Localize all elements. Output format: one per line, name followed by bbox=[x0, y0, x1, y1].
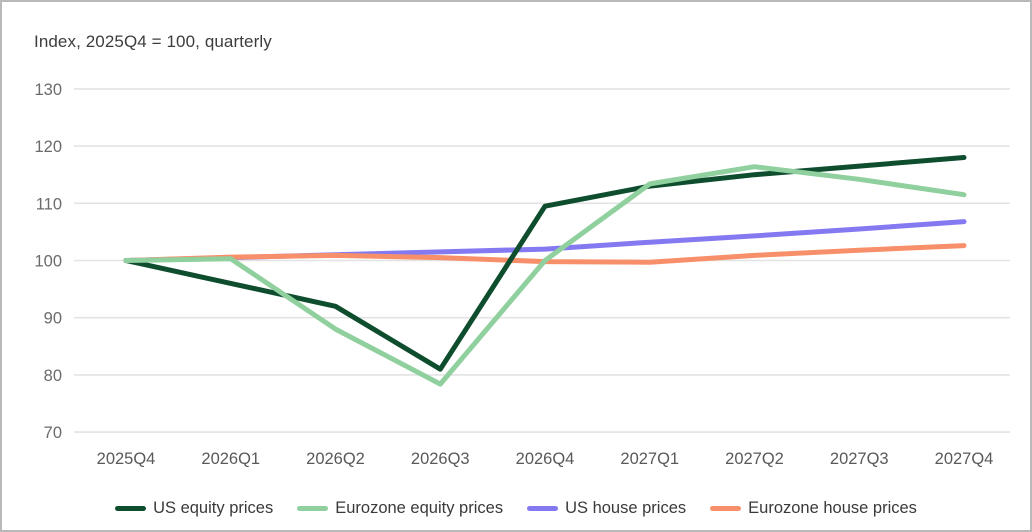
legend-item-us-equity-prices: US equity prices bbox=[115, 499, 273, 518]
chart-legend: US equity prices Eurozone equity prices US… bbox=[2, 492, 1030, 524]
chart-title: Index, 2025Q4 = 100, quarterly bbox=[34, 32, 272, 51]
y-tick-label-80: 80 bbox=[44, 367, 62, 385]
x-tick-label-2025q4: 2025Q4 bbox=[97, 450, 156, 468]
legend-label-us-house-prices: US house prices bbox=[565, 498, 687, 517]
x-tick-label-2027q2: 2027Q2 bbox=[725, 450, 784, 468]
x-tick-label-2027q1: 2027Q1 bbox=[620, 450, 679, 468]
y-tick-label-90: 90 bbox=[44, 310, 62, 328]
y-tick-label-120: 120 bbox=[34, 138, 62, 156]
x-tick-label-2026q1: 2026Q1 bbox=[201, 450, 260, 468]
legend-label-us-equity-prices: US equity prices bbox=[153, 498, 274, 517]
legend-label-eurozone-house-prices: Eurozone house prices bbox=[748, 498, 917, 517]
legend-swatch-us-house-prices bbox=[527, 505, 559, 511]
chart-plot-area: 70 80 90 100 110 120 130 2025Q4 2026Q1 2026Q2 2026… bbox=[34, 81, 1010, 468]
legend-label-eurozone-equity-prices: Eurozone equity prices bbox=[335, 498, 504, 517]
y-tick-label-130: 130 bbox=[34, 81, 62, 99]
series-line-eurozone-equity-prices bbox=[123, 164, 967, 387]
legend-swatch-eurozone-house-prices bbox=[710, 505, 742, 511]
legend-swatch-eurozone-equity-prices bbox=[297, 505, 329, 511]
legend-item-eurozone-house-prices: Eurozone house prices bbox=[710, 499, 917, 518]
x-tick-label-2026q2: 2026Q2 bbox=[306, 450, 365, 468]
legend-item-eurozone-equity-prices: Eurozone equity prices bbox=[297, 499, 503, 518]
y-tick-label-100: 100 bbox=[34, 253, 62, 271]
x-tick-label-2026q3: 2026Q3 bbox=[411, 450, 470, 468]
y-tick-label-110: 110 bbox=[36, 195, 62, 213]
legend-swatch-us-equity-prices bbox=[115, 505, 147, 511]
legend-item-us-house-prices: US house prices bbox=[527, 499, 686, 518]
y-tick-label-70: 70 bbox=[44, 424, 62, 442]
x-tick-label-2027q3: 2027Q3 bbox=[830, 450, 889, 468]
x-tick-label-2027q4: 2027Q4 bbox=[935, 450, 994, 468]
series-line-us-equity-prices bbox=[123, 155, 967, 372]
x-tick-label-2026q4: 2026Q4 bbox=[516, 450, 575, 468]
